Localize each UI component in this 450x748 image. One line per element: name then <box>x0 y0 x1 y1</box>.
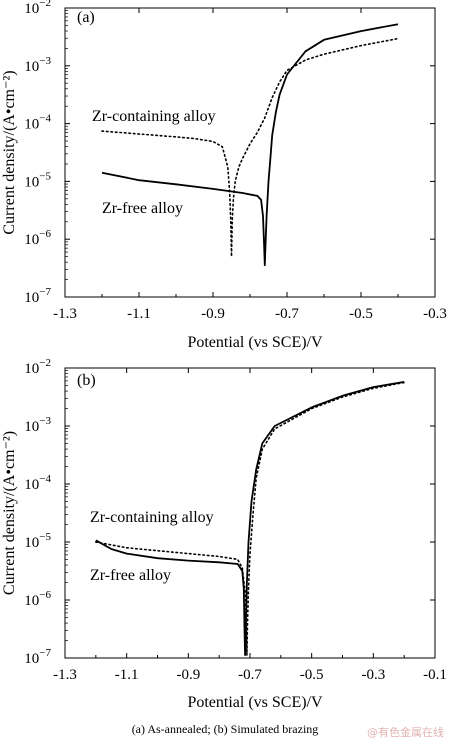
x-tick-label: -0.3 <box>361 667 385 683</box>
x-tick-label: -1.1 <box>115 667 139 683</box>
series-line-zr-containing-alloy <box>101 37 399 258</box>
y-tick-label: 10−2 <box>24 0 51 17</box>
chart-panel-a: -1.3 -1.1 -0.9 -0.7 -0.5 -0.3 10−7 10−6 10−5 10−4… <box>1 0 447 351</box>
y-tick-label: 10−4 <box>24 113 51 133</box>
y-axis-label: Current density/(A•cm⁻²) <box>1 431 18 595</box>
chart-panel-b: -1.3 -1.1 -0.9 -0.7 -0.5 -0.3 -0.1 10−7 10−6 10−5… <box>1 357 447 711</box>
x-tick-label: -0.7 <box>275 306 299 322</box>
y-tick-label: 10−7 <box>24 286 51 306</box>
series-annotation: Zr-free alloy <box>102 200 183 217</box>
y-tick-label: 10−5 <box>24 531 51 551</box>
plot-frame <box>64 7 436 298</box>
y-tick-label: 10−6 <box>24 228 51 248</box>
figure-caption: (a) As-annealed; (b) Simulated brazing <box>131 722 319 736</box>
x-tick-label: -1.3 <box>53 667 77 683</box>
y-tick-label: 10−7 <box>24 647 51 667</box>
watermark: @有色金属在线 <box>367 726 444 739</box>
x-tick-label: -1.1 <box>127 306 151 322</box>
x-tick-label: -0.5 <box>300 667 324 683</box>
series-line-zr-free-alloy <box>95 381 405 656</box>
x-tick-label: -0.5 <box>349 306 373 322</box>
x-tick-label: -1.3 <box>53 306 77 322</box>
y-tick-label: 10−6 <box>24 589 51 609</box>
x-tick-label: -0.3 <box>423 306 447 322</box>
panel-label: (b) <box>77 372 96 389</box>
y-tick-label: 10−5 <box>24 170 51 190</box>
x-tick-label: -0.7 <box>238 667 262 683</box>
x-tick-label: -0.9 <box>176 667 200 683</box>
panel-label: (a) <box>77 9 95 26</box>
series-line-zr-containing-alloy <box>95 381 405 656</box>
x-tick-label: -0.1 <box>423 667 447 683</box>
series-annotation: Zr-containing alloy <box>90 509 214 526</box>
x-axis-label: Potential (vs SCE)/V <box>187 334 323 351</box>
series-annotation: Zr-containing alloy <box>92 108 216 125</box>
y-tick-label: 10−3 <box>24 55 51 75</box>
y-tick-label: 10−4 <box>24 473 51 493</box>
y-tick-label: 10−2 <box>24 357 51 377</box>
series-annotation: Zr-free alloy <box>90 567 171 584</box>
series-line-zr-free-alloy <box>101 23 399 267</box>
x-tick-label: -0.9 <box>201 306 225 322</box>
x-axis-label: Potential (vs SCE)/V <box>187 694 323 711</box>
y-tick-label: 10−3 <box>24 415 51 435</box>
y-axis-label: Current density/(A•cm⁻²) <box>1 70 18 234</box>
